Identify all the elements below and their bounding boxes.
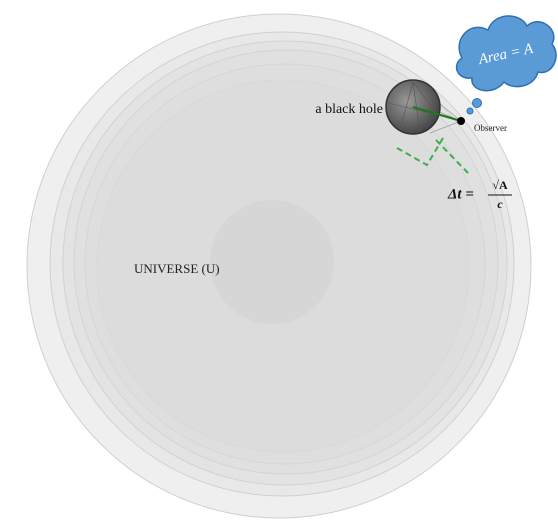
formula: Δt = √A c — [447, 178, 512, 211]
observer-dot — [457, 117, 465, 125]
formula-lhs: Δt = — [447, 186, 474, 202]
universe-core — [210, 200, 334, 324]
delta-t-marker — [396, 137, 471, 176]
universe-label: UNIVERSE (U) — [134, 261, 220, 276]
black-hole-label: a black hole — [315, 102, 383, 117]
thought-cloud: Area = A — [455, 15, 557, 115]
black-hole-lines — [387, 81, 439, 133]
universe — [26, 13, 532, 519]
observer-label: Observer — [474, 123, 507, 133]
formula-numerator: √A — [492, 178, 508, 192]
formula-denominator: c — [497, 197, 503, 211]
radius-line — [412, 106, 462, 122]
